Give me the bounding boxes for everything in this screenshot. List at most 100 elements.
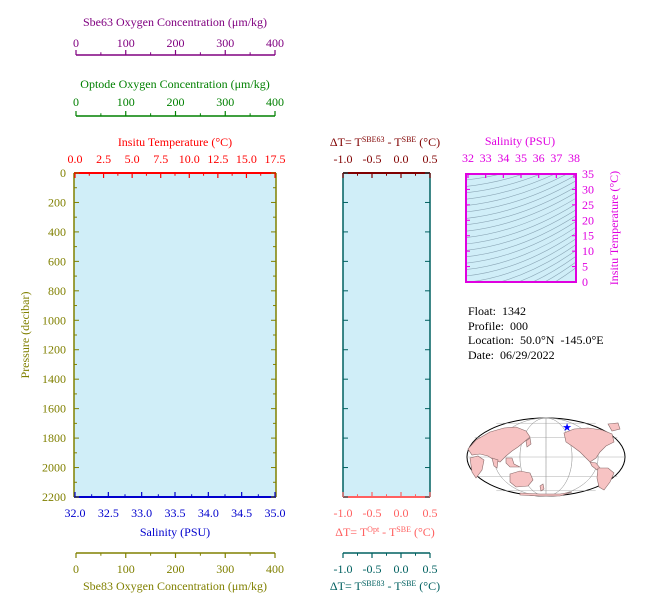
sbe63-tick-label: 400 — [266, 36, 284, 50]
delta-t-top-tick-label: 0.0 — [394, 152, 409, 166]
salinity-axis-label: Salinity (PSU) — [140, 525, 210, 539]
delta-t-top-tick-labels: -1.0 -0.5 0.0 0.5 — [334, 152, 438, 166]
temperature-tick-label: 0.0 — [68, 152, 83, 166]
sbe63-oxygen-axis-label: Sbe63 Oxygen Concentration (μm/kg) — [83, 15, 267, 29]
delta-t-bottom-tick-label: 0.5 — [423, 506, 438, 520]
delta-t-top-tick-label: 0.5 — [423, 152, 438, 166]
delta-t-opt-label: ΔT= TOpt - TSBE (°C) — [335, 525, 435, 539]
profile-number: Profile: 000 — [468, 319, 604, 334]
delta-t-bottom-tick-label: 0.0 — [394, 506, 409, 520]
optode-tick-label: 400 — [266, 95, 284, 109]
delta-t-bottom-tick-label: -1.0 — [334, 506, 353, 520]
ts-temperature-tick-label: 5 — [582, 260, 588, 274]
sbe63-tick-label: 0 — [73, 36, 79, 50]
salinity-tick-label: 34.0 — [198, 506, 219, 520]
sbe83-tick-labels: 0 100 200 300 400 — [73, 562, 284, 576]
sbe63-tick-label: 300 — [216, 36, 234, 50]
ts-salinity-tick-label: 35 — [515, 151, 527, 165]
land-south-america — [597, 468, 614, 490]
temperature-tick-label: 12.5 — [207, 152, 228, 166]
float-location-marker: ★ — [562, 422, 572, 434]
ts-salinity-tick-label: 36 — [533, 151, 545, 165]
delta-t-top-tick-label: -1.0 — [334, 152, 353, 166]
temperature-tick-label: 7.5 — [153, 152, 168, 166]
temperature-tick-label: 10.0 — [179, 152, 200, 166]
ts-salinity-axis-label: Salinity (PSU) — [485, 134, 555, 148]
pressure-tick-label: 1200 — [42, 343, 66, 357]
sbe83-oxygen-axis-label: Sbe83 Oxygen Concentration (μm/kg) — [83, 579, 267, 593]
sbe83-tick-label: 300 — [216, 562, 234, 576]
delta-t-sbe83-label: ΔT= TSBE83 - TSBE (°C) — [330, 579, 440, 593]
sbe63-tick-label: 100 — [117, 36, 135, 50]
pressure-tick-label: 1000 — [42, 313, 66, 327]
pressure-tick-label: 0 — [60, 166, 66, 180]
sbe83-tick-label: 200 — [167, 562, 185, 576]
delta-t-plot-area — [343, 173, 430, 497]
pressure-tick-label: 1400 — [42, 372, 66, 386]
pressure-tick-label: 2000 — [42, 461, 66, 475]
delta-t-sbe83-tick-label: 0.5 — [423, 562, 438, 576]
profile-plot-area — [74, 173, 276, 497]
profile-date: Date: 06/29/2022 — [468, 348, 604, 363]
ts-temperature-axis-label: Insitu Temperature (°C) — [607, 171, 621, 285]
delta-t-bottom-tick-labels: -1.0 -0.5 0.0 0.5 — [334, 506, 438, 520]
land-australia — [510, 471, 533, 487]
salinity-tick-label: 35.0 — [265, 506, 286, 520]
ts-salinity-tick-label: 38 — [568, 151, 580, 165]
float-location-star: ★ — [562, 422, 572, 434]
delta-t-top-tick-label: -0.5 — [363, 152, 382, 166]
sbe63-tick-labels: 0 100 200 300 400 — [73, 36, 284, 50]
ts-temperature-tick-label: 35 — [582, 167, 594, 181]
delta-t-sbe83-tick-label: -0.5 — [363, 562, 382, 576]
temperature-tick-label: 15.0 — [236, 152, 257, 166]
pressure-tick-label: 800 — [48, 284, 66, 298]
land-greenland — [608, 423, 620, 431]
optode-tick-label: 300 — [216, 95, 234, 109]
ts-salinity-tick-label: 32 — [462, 151, 474, 165]
optode-tick-label: 0 — [73, 95, 79, 109]
pressure-tick-label: 1800 — [42, 431, 66, 445]
ts-temperature-tick-label: 30 — [582, 182, 594, 196]
delta-t-sbe83-tick-label: -1.0 — [334, 562, 353, 576]
delta-t-sbe83-tick-labels: -1.0 -0.5 0.0 0.5 — [334, 562, 438, 576]
pressure-axis-label: Pressure (decibar) — [18, 292, 32, 379]
pressure-tick-label: 1600 — [42, 402, 66, 416]
ts-temperature-tick-label: 10 — [582, 244, 594, 258]
ts-temperature-tick-label: 20 — [582, 213, 594, 227]
profile-panel: 0 200 400 600 800 1000 1200 1400 1600 1800 2000 220… — [18, 135, 286, 539]
sbe83-tick-label: 0 — [73, 562, 79, 576]
pressure-tick-label: 200 — [48, 195, 66, 209]
sbe83-tick-label: 100 — [117, 562, 135, 576]
float-id: Float: 1342 — [468, 304, 604, 319]
ts-salinity-tick-label: 37 — [550, 151, 562, 165]
pressure-tick-labels: 0 200 400 600 800 1000 1200 1400 1600 1800 2000 220… — [42, 166, 66, 504]
temperature-tick-label: 2.5 — [96, 152, 111, 166]
pressure-tick-label: 400 — [48, 225, 66, 239]
pressure-tick-label: 2200 — [42, 490, 66, 504]
delta-t-sbe83-tick-label: 0.0 — [394, 562, 409, 576]
sbe83-tick-label: 400 — [266, 562, 284, 576]
pressure-tick-label: 600 — [48, 254, 66, 268]
optode-tick-label: 200 — [167, 95, 185, 109]
temperature-axis-label: Insitu Temperature (°C) — [118, 135, 232, 149]
optode-tick-label: 100 — [117, 95, 135, 109]
salinity-tick-label: 32.5 — [98, 506, 119, 520]
ts-temperature-tick-label: 0 — [582, 275, 588, 289]
salinity-tick-label: 32.0 — [65, 506, 86, 520]
sbe63-tick-label: 200 — [167, 36, 185, 50]
world-map: ★ — [467, 418, 625, 496]
optode-tick-labels: 0 100 200 300 400 — [73, 95, 284, 109]
salinity-tick-label: 33.0 — [131, 506, 152, 520]
ts-temperature-tick-label: 15 — [582, 229, 594, 243]
temperature-tick-label: 17.5 — [265, 152, 286, 166]
delta-t-bottom-tick-label: -0.5 — [363, 506, 382, 520]
float-location: Location: 50.0°N -145.0°E — [468, 333, 604, 348]
ts-temperature-tick-label: 25 — [582, 198, 594, 212]
